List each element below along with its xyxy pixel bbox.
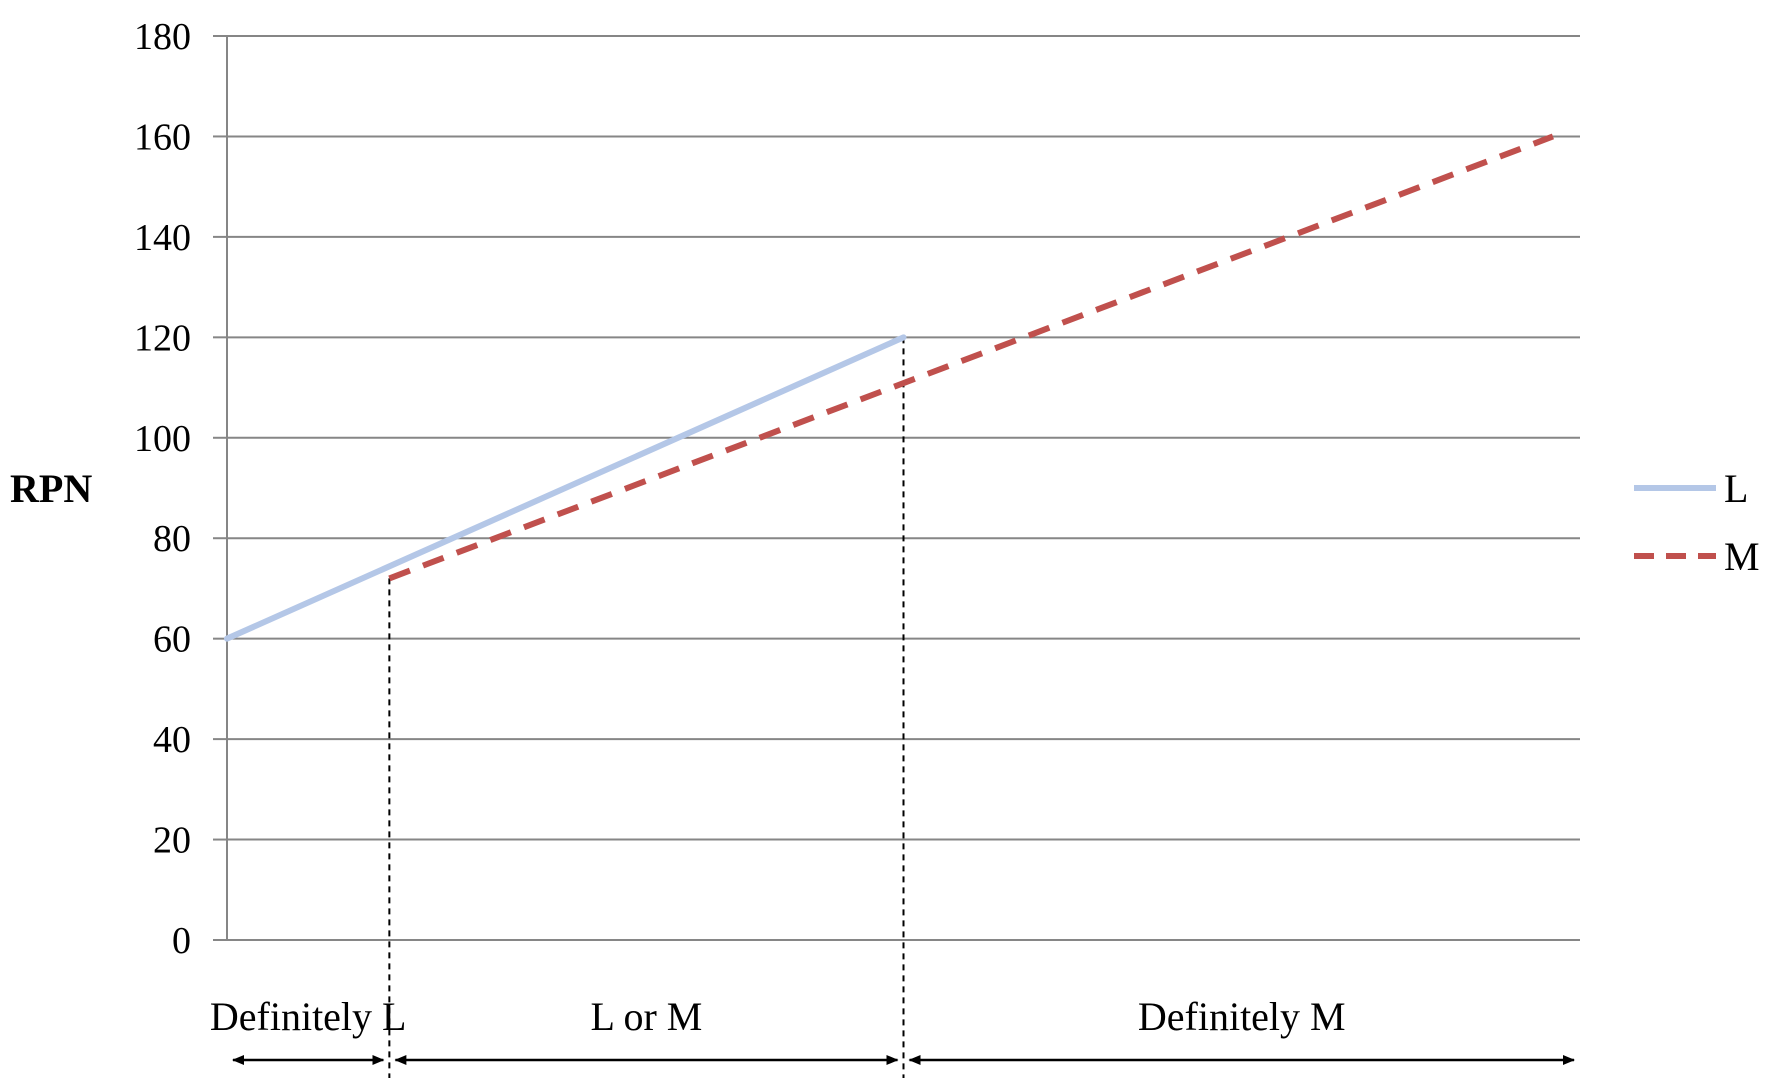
y-tick-label: 40 [153,719,191,761]
region-label: Definitely M [1138,994,1346,1039]
y-tick-label: 160 [134,116,191,158]
series-line-L [224,334,907,642]
legend-label: M [1724,534,1760,579]
y-tick-label: 180 [134,16,191,58]
y-axis-title: RPN [10,466,92,511]
region-label: L or M [591,994,703,1039]
y-tick-label: 60 [153,619,191,661]
y-tick-label: 0 [172,920,191,962]
region-label: Definitely L [210,994,407,1039]
y-tick-label: 20 [153,820,191,862]
y-tick-label: 100 [134,418,191,460]
legend-label: L [1724,466,1748,511]
y-tick-label: 80 [153,518,191,560]
y-tick-label: 120 [134,317,191,359]
region-arrows: Definitely L L or M Definitely M [210,994,1575,1065]
y-axis: 0 20 40 60 80 100 120 140 160 180 [134,16,228,962]
y-tick-label: 140 [134,217,191,259]
threshold-lines [388,337,905,1078]
series-line-M [388,133,1555,582]
legend: LM [1634,466,1760,579]
series-lines [224,133,1555,642]
